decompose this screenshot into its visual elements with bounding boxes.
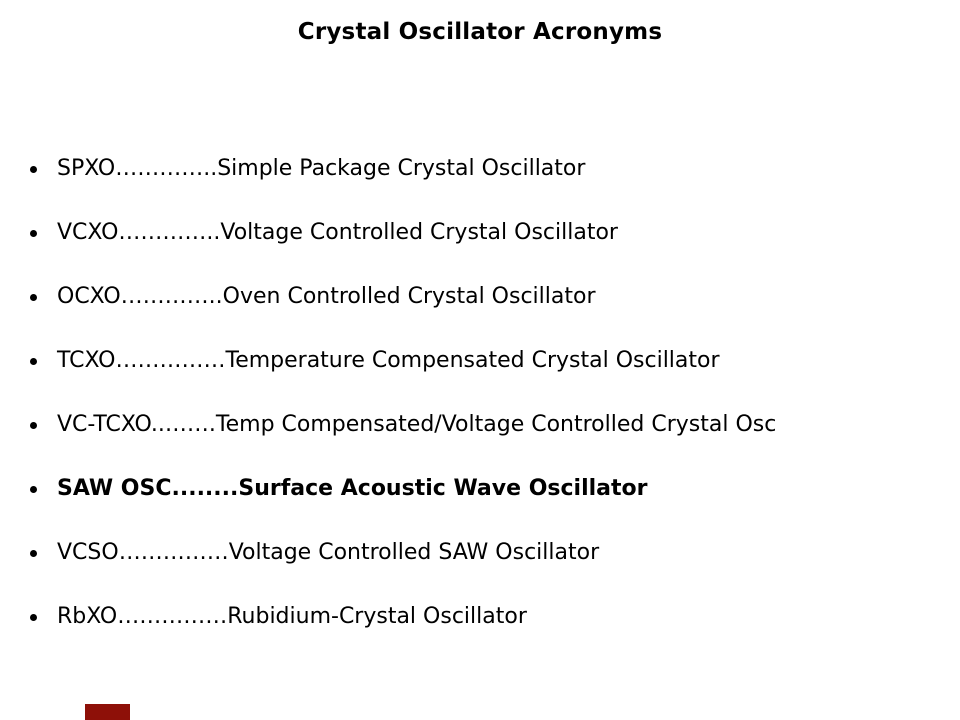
list-item: TCXO……………Temperature Compensated Crystal… xyxy=(30,328,950,392)
list-item: SAW OSC........Surface Acoustic Wave Osc… xyxy=(30,456,950,520)
bullet-icon xyxy=(30,485,37,493)
acronym-text: SAW OSC........Surface Acoustic Wave Osc… xyxy=(57,475,648,501)
acronym-list: SPXO…………..Simple Package Crystal Oscilla… xyxy=(30,136,950,648)
list-item: RbXO……………Rubidium-Crystal Oscillator xyxy=(30,584,950,648)
acronym-text: VCSO……………Voltage Controlled SAW Oscillat… xyxy=(57,539,600,565)
acronym-text: SPXO…………..Simple Package Crystal Oscilla… xyxy=(57,155,586,181)
acronym-text: TCXO……………Temperature Compensated Crystal… xyxy=(57,347,720,373)
list-item: VCSO……………Voltage Controlled SAW Oscillat… xyxy=(30,520,950,584)
bullet-icon xyxy=(30,421,37,429)
bullet-icon xyxy=(30,229,37,237)
acronym-text: VCXO…………..Voltage Controlled Crystal Osc… xyxy=(57,219,618,245)
acronym-text: OCXO…………..Oven Controlled Crystal Oscill… xyxy=(57,283,596,309)
list-item: OCXO…………..Oven Controlled Crystal Oscill… xyxy=(30,264,950,328)
page-title: Crystal Oscillator Acronyms xyxy=(297,19,663,45)
bullet-icon xyxy=(30,357,37,365)
red-logo-fragment xyxy=(85,704,130,720)
bullet-icon xyxy=(30,613,37,621)
acronym-text: VC-TCXO..…….Temp Compensated/Voltage Con… xyxy=(57,411,777,437)
list-item: SPXO…………..Simple Package Crystal Oscilla… xyxy=(30,136,950,200)
bullet-icon xyxy=(30,165,37,173)
bullet-icon xyxy=(30,549,37,557)
acronym-text: RbXO……………Rubidium-Crystal Oscillator xyxy=(57,603,527,629)
list-item: VCXO…………..Voltage Controlled Crystal Osc… xyxy=(30,200,950,264)
bullet-icon xyxy=(30,293,37,301)
list-item: VC-TCXO..…….Temp Compensated/Voltage Con… xyxy=(30,392,950,456)
